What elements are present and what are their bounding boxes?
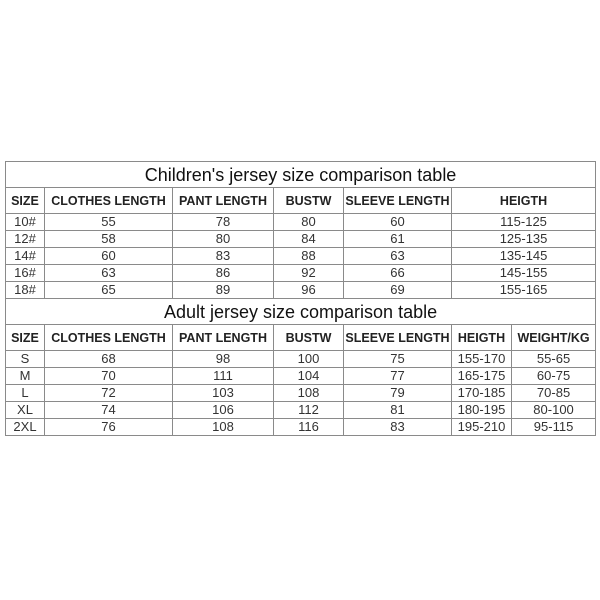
table-cell: 106: [172, 401, 274, 419]
table-cell: 195-210: [451, 418, 512, 436]
table-cell: S: [5, 350, 45, 368]
children-table-title: Children's jersey size comparison table: [4, 161, 597, 188]
table-cell: 74: [44, 401, 173, 419]
table-cell: M: [5, 367, 45, 385]
table-cell: 125-135: [450, 230, 597, 248]
table-row: M 70 111 104 77 165-175 60-75: [5, 367, 597, 385]
column-header: BUSTW: [273, 324, 344, 351]
column-header: SIZE: [5, 324, 45, 351]
adult-title-row: Adult jersey size comparison table: [4, 298, 597, 325]
table-cell: 108: [172, 418, 274, 436]
column-header: WEIGHT/KG: [510, 324, 597, 351]
table-cell: 155-170: [451, 350, 512, 368]
table-cell: 88: [273, 247, 344, 265]
table-cell: 79: [343, 384, 452, 402]
table-cell: 115-125: [450, 213, 597, 231]
column-header: PANT LENGTH: [172, 187, 274, 214]
table-cell: 60: [44, 247, 173, 265]
table-cell: 92: [273, 264, 344, 282]
table-cell: L: [5, 384, 45, 402]
table-cell: 96: [273, 281, 344, 299]
table-cell: 55-65: [510, 350, 597, 368]
table-cell: 165-175: [451, 367, 512, 385]
table-cell: 111: [172, 367, 274, 385]
table-cell: 80: [172, 230, 274, 248]
table-row: 2XL 76 108 116 83 195-210 95-115: [5, 418, 597, 436]
table-cell: 135-145: [450, 247, 597, 265]
table-cell: 76: [44, 418, 173, 436]
table-cell: 170-185: [451, 384, 512, 402]
table-cell: 98: [172, 350, 274, 368]
table-cell: 89: [172, 281, 274, 299]
table-cell: 66: [343, 264, 452, 282]
table-cell: 14#: [5, 247, 45, 265]
column-header: PANT LENGTH: [172, 324, 274, 351]
table-cell: 116: [273, 418, 344, 436]
table-cell: 83: [343, 418, 452, 436]
table-cell: 72: [44, 384, 173, 402]
table-row: 12# 58 80 84 61 125-135: [5, 230, 597, 248]
table-cell: 83: [172, 247, 274, 265]
table-row: S 68 98 100 75 155-170 55-65: [5, 350, 597, 368]
table-row: 16# 63 86 92 66 145-155: [5, 264, 597, 282]
table-cell: 70-85: [510, 384, 597, 402]
table-cell: 75: [343, 350, 452, 368]
table-cell: 16#: [5, 264, 45, 282]
table-cell: 95-115: [510, 418, 597, 436]
table-row: XL 74 106 112 81 180-195 80-100: [5, 401, 597, 419]
column-header: HEIGTH: [450, 187, 597, 214]
column-header: HEIGTH: [451, 324, 512, 351]
table-row: 10# 55 78 80 60 115-125: [5, 213, 597, 231]
table-cell: 12#: [5, 230, 45, 248]
table-cell: 104: [273, 367, 344, 385]
column-header: SIZE: [5, 187, 45, 214]
table-cell: 18#: [5, 281, 45, 299]
table-cell: 68: [44, 350, 173, 368]
table-cell: 103: [172, 384, 274, 402]
table-cell: 69: [343, 281, 452, 299]
table-cell: 61: [343, 230, 452, 248]
table-cell: 10#: [5, 213, 45, 231]
table-cell: 55: [44, 213, 173, 231]
table-cell: 77: [343, 367, 452, 385]
table-cell: 84: [273, 230, 344, 248]
table-cell: 155-165: [450, 281, 597, 299]
table-cell: 80-100: [510, 401, 597, 419]
table-cell: 60-75: [510, 367, 597, 385]
column-header: CLOTHES LENGTH: [44, 187, 173, 214]
adult-table-title: Adult jersey size comparison table: [4, 298, 597, 325]
column-header: SLEEVE LENGTH: [343, 324, 452, 351]
table-cell: 63: [343, 247, 452, 265]
column-header: SLEEVE LENGTH: [343, 187, 452, 214]
size-comparison-table: Children's jersey size comparison table S…: [4, 161, 597, 436]
table-cell: 78: [172, 213, 274, 231]
table-cell: 112: [273, 401, 344, 419]
children-header-row: SIZE CLOTHES LENGTH PANT LENGTH BUSTW SLEEVE…: [5, 187, 597, 214]
table-row: L 72 103 108 79 170-185 70-85: [5, 384, 597, 402]
table-cell: 63: [44, 264, 173, 282]
children-title-row: Children's jersey size comparison table: [4, 161, 597, 188]
table-cell: 81: [343, 401, 452, 419]
column-header: BUSTW: [273, 187, 344, 214]
table-row: 18# 65 89 96 69 155-165: [5, 281, 597, 299]
table-cell: 145-155: [450, 264, 597, 282]
table-cell: 108: [273, 384, 344, 402]
table-cell: 180-195: [451, 401, 512, 419]
adult-header-row: SIZE CLOTHES LENGTH PANT LENGTH BUSTW SLEEVE…: [5, 324, 597, 351]
table-cell: 70: [44, 367, 173, 385]
table-cell: XL: [5, 401, 45, 419]
table-row: 14# 60 83 88 63 135-145: [5, 247, 597, 265]
table-cell: 86: [172, 264, 274, 282]
table-cell: 65: [44, 281, 173, 299]
table-cell: 58: [44, 230, 173, 248]
table-cell: 100: [273, 350, 344, 368]
table-cell: 60: [343, 213, 452, 231]
table-cell: 2XL: [5, 418, 45, 436]
table-cell: 80: [273, 213, 344, 231]
column-header: CLOTHES LENGTH: [44, 324, 173, 351]
